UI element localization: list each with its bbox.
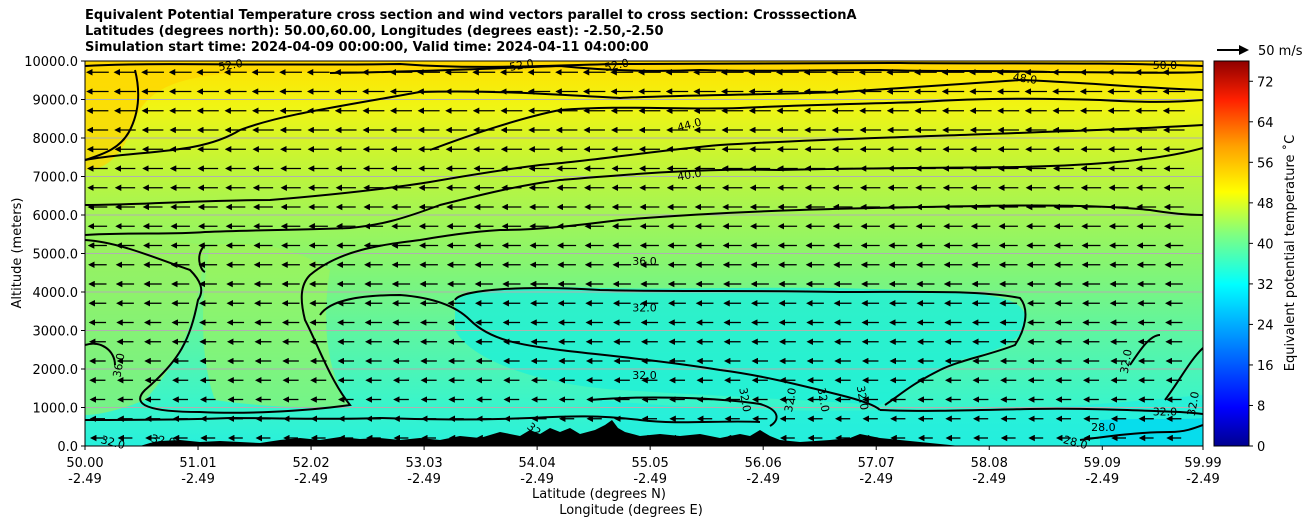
chart-title-line-2: Latitudes (degrees north): 50.00,60.00, … [85, 24, 664, 39]
contour-label: 28.0 [1062, 433, 1089, 452]
y-axis-label: Altitude (meters) [10, 198, 25, 309]
colorbar-tick-label: 32 [1257, 278, 1274, 293]
x-axis: 50.00-2.4951.01-2.4952.02-2.4953.03-2.49… [66, 446, 1222, 487]
chart-title-line-3: Simulation start time: 2024-04-09 00:00:… [85, 40, 649, 55]
colorbar [1213, 60, 1250, 447]
y-axis: 0.0 1000.0 2000.0 3000.0 4000.0 5000.0 6000.0 7… [24, 55, 85, 455]
x-tick-label-lat: 52.02 [292, 456, 329, 471]
colorbar-ticks: 0 8 16 24 32 40 48 56 64 72 [1249, 75, 1274, 455]
x-tick-label-lon: -2.49 [520, 472, 554, 487]
contour-label: 40.0 [676, 167, 702, 184]
x-tick-label-lat: 54.04 [519, 456, 556, 471]
y-tick-label: 2000.0 [33, 363, 79, 378]
contour-label: 36.0 [632, 255, 657, 268]
x-tick-label-lon: -2.49 [1186, 472, 1220, 487]
colorbar-tick-label: 72 [1257, 75, 1274, 90]
colorbar-tick-label: 64 [1257, 116, 1274, 131]
contour-label: 36.0 [111, 352, 128, 378]
contour-label: 32.0 [150, 432, 176, 449]
y-tick-label: 5000.0 [33, 248, 79, 263]
y-tick-label: 6000.0 [33, 209, 79, 224]
colorbar-tick-label: 40 [1257, 237, 1274, 252]
contour-label: 44.0 [676, 116, 703, 135]
contour-label: 32.0 [815, 387, 832, 413]
y-tick-label: 3000.0 [33, 325, 79, 340]
x-tick-label-lon: -2.49 [181, 472, 215, 487]
x-tick-label-lat: 50.00 [66, 456, 103, 471]
y-tick-label: 1000.0 [33, 402, 79, 417]
contour-label: 32.0 [632, 301, 657, 314]
y-tick-label: 0.0 [57, 440, 78, 455]
x-tick-label-lon: -2.49 [68, 472, 102, 487]
x-tick-label-lon: -2.49 [294, 472, 328, 487]
x-tick-label-lon: -2.49 [746, 472, 780, 487]
contour-label: 32.0 [736, 387, 753, 413]
contour-label: 32.0 [782, 387, 799, 413]
x-axis-label-line-1: Latitude (degrees N) [532, 487, 666, 502]
contour-label: 32.0 [99, 433, 126, 452]
grid-lines [85, 99, 1203, 408]
x-tick-label-lat: 59.09 [1084, 456, 1121, 471]
contour-labels: 52.0 52.0 52.0 50.048.044.040.036.032.032.0… [99, 56, 1202, 452]
contour-label: 32.0 [1118, 348, 1135, 374]
contour-label: 50.0 [1153, 59, 1178, 72]
contour-label: 48.0 [1012, 71, 1038, 87]
x-axis-label-line-2: Longitude (degrees E) [559, 503, 703, 518]
contour-label: 32.0 [1153, 405, 1178, 418]
x-tick-label-lon: -2.49 [633, 472, 667, 487]
colorbar-tick-label: 16 [1257, 359, 1274, 374]
y-tick-label: 8000.0 [33, 132, 79, 147]
x-tick-label-lat: 57.07 [858, 456, 895, 471]
contour-label: 28.0 [1091, 421, 1116, 434]
colorbar-tick-label: 8 [1257, 399, 1265, 414]
x-tick-label-lon: -2.49 [972, 472, 1006, 487]
contour-label: 32.0 [854, 385, 871, 411]
y-tick-label: 10000.0 [24, 55, 78, 70]
x-tick-label-lon: -2.49 [407, 472, 441, 487]
colorbar-tick-label: 0 [1257, 440, 1265, 455]
x-tick-label-lon: -2.49 [1085, 472, 1119, 487]
contour-label: 32.0 [1185, 391, 1202, 417]
x-tick-label-lat: 53.03 [405, 456, 442, 471]
x-tick-label-lat: 58.08 [971, 456, 1008, 471]
colorbar-tick-label: 48 [1257, 197, 1274, 212]
x-tick-label-lat: 55.05 [632, 456, 669, 471]
x-tick-label-lat: 59.99 [1184, 456, 1221, 471]
x-tick-label-lon: -2.49 [859, 472, 893, 487]
y-tick-label: 4000.0 [33, 286, 79, 301]
x-tick-label-lat: 51.01 [179, 456, 216, 471]
contour-label: 32.0 [632, 369, 657, 382]
colorbar-tick-label: 24 [1257, 318, 1274, 333]
wind-vectors [85, 69, 1186, 442]
y-tick-label: 7000.0 [33, 171, 79, 186]
chart-title-line-1: Equivalent Potential Temperature cross s… [85, 8, 857, 23]
colorbar-label: Equivalent potential temperature ˚C [1282, 135, 1298, 371]
wind-key-label: 50 m/s [1258, 44, 1303, 59]
colorbar-tick-label: 56 [1257, 156, 1274, 171]
y-tick-label: 9000.0 [33, 94, 79, 109]
x-tick-label-lat: 56.06 [745, 456, 782, 471]
